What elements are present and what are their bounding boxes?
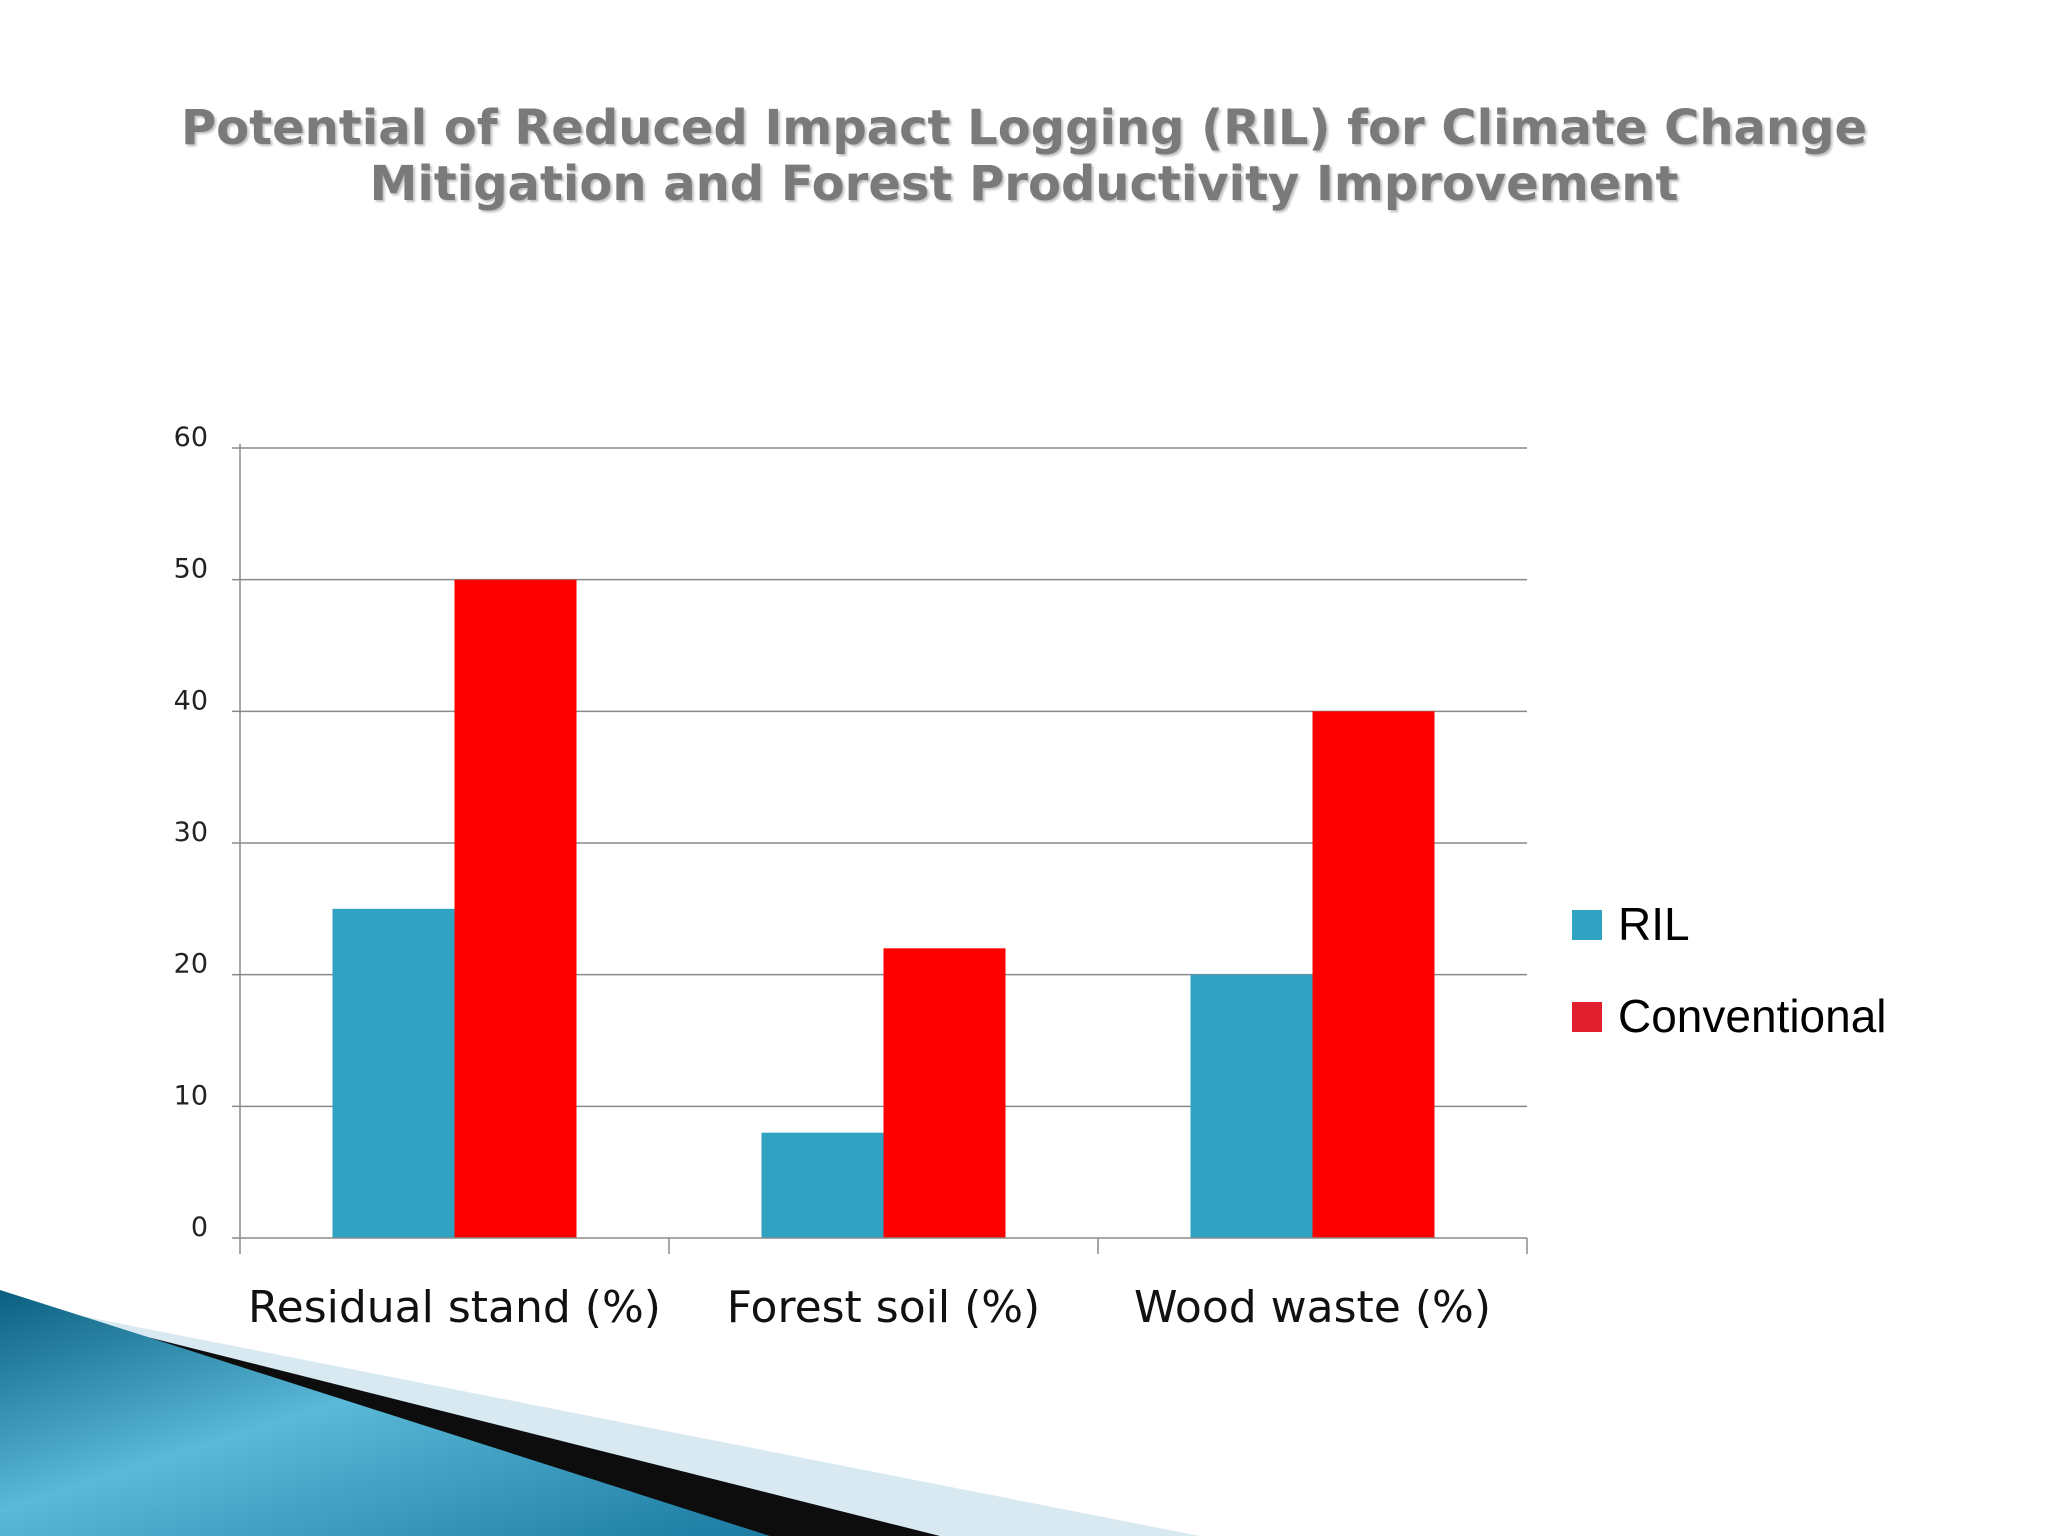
bar-conventional <box>454 579 577 1238</box>
chart-title: Potential of Reduced Impact Logging (RIL… <box>0 100 2048 212</box>
bar-ril <box>761 1132 884 1238</box>
y-tick-label: 60 <box>174 422 208 453</box>
axes <box>232 444 1528 1254</box>
x-tick-label: Residual stand (%) <box>248 1282 661 1333</box>
legend-label-conventional: Conventional <box>1618 990 1887 1042</box>
y-tick-label: 0 <box>191 1212 208 1243</box>
bar-conventional <box>1312 711 1435 1238</box>
bar-ril <box>332 908 455 1238</box>
y-tick-label: 10 <box>174 1080 208 1111</box>
chart-title-line-2: Mitigation and Forest Productivity Impro… <box>369 156 1679 212</box>
y-tick-label: 50 <box>174 554 208 585</box>
legend-swatch-ril <box>1572 910 1602 940</box>
blue-wedge <box>0 1290 770 1536</box>
x-tick-label: Wood waste (%) <box>1134 1282 1491 1333</box>
y-tick-label: 30 <box>174 817 208 848</box>
legend: RIL Conventional <box>1572 898 1887 1042</box>
bar-ril <box>1190 974 1313 1238</box>
legend-label-ril: RIL <box>1618 898 1690 950</box>
x-tick-label: Forest soil (%) <box>727 1282 1040 1333</box>
bars <box>332 579 1435 1238</box>
legend-swatch-conventional <box>1572 1002 1602 1032</box>
bar-conventional <box>883 948 1006 1238</box>
tick-labels: 0 10 20 30 40 50 60 Residual stand (%) Forest so… <box>174 422 1491 1333</box>
chart-title-line-1: Potential of Reduced Impact Logging (RIL… <box>180 100 1868 156</box>
y-tick-label: 40 <box>174 685 208 716</box>
y-tick-label: 20 <box>174 949 208 980</box>
